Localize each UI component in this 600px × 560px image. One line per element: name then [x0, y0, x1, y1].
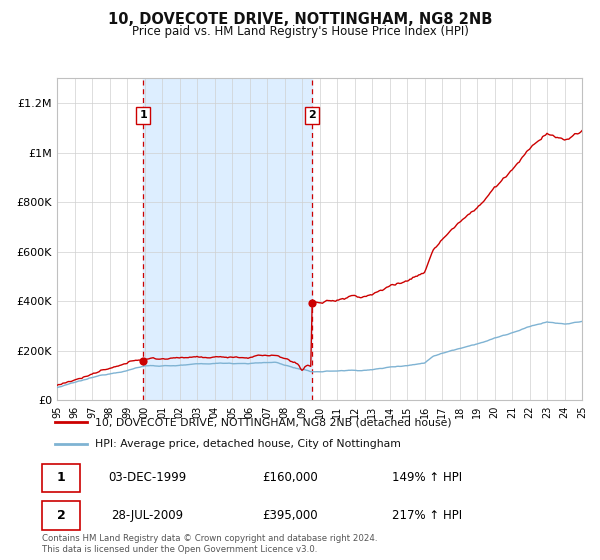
Text: 149% ↑ HPI: 149% ↑ HPI — [392, 472, 463, 484]
Text: 10, DOVECOTE DRIVE, NOTTINGHAM, NG8 2NB: 10, DOVECOTE DRIVE, NOTTINGHAM, NG8 2NB — [108, 12, 492, 27]
Text: Contains HM Land Registry data © Crown copyright and database right 2024.
This d: Contains HM Land Registry data © Crown c… — [42, 534, 377, 554]
Text: 1: 1 — [56, 472, 65, 484]
Text: 10, DOVECOTE DRIVE, NOTTINGHAM, NG8 2NB (detached house): 10, DOVECOTE DRIVE, NOTTINGHAM, NG8 2NB … — [95, 417, 451, 427]
Point — [138, 356, 148, 365]
Point — [307, 298, 317, 307]
Text: HPI: Average price, detached house, City of Nottingham: HPI: Average price, detached house, City… — [95, 440, 401, 450]
Text: 1: 1 — [139, 110, 147, 120]
Text: 2: 2 — [308, 110, 316, 120]
Text: 217% ↑ HPI: 217% ↑ HPI — [392, 509, 463, 522]
Text: £395,000: £395,000 — [262, 509, 318, 522]
Bar — [143, 78, 312, 400]
FancyBboxPatch shape — [42, 501, 80, 530]
Text: 28-JUL-2009: 28-JUL-2009 — [112, 509, 184, 522]
Text: 03-DEC-1999: 03-DEC-1999 — [109, 472, 187, 484]
FancyBboxPatch shape — [42, 464, 80, 492]
Text: £160,000: £160,000 — [262, 472, 318, 484]
Text: 2: 2 — [56, 509, 65, 522]
Text: Price paid vs. HM Land Registry's House Price Index (HPI): Price paid vs. HM Land Registry's House … — [131, 25, 469, 38]
